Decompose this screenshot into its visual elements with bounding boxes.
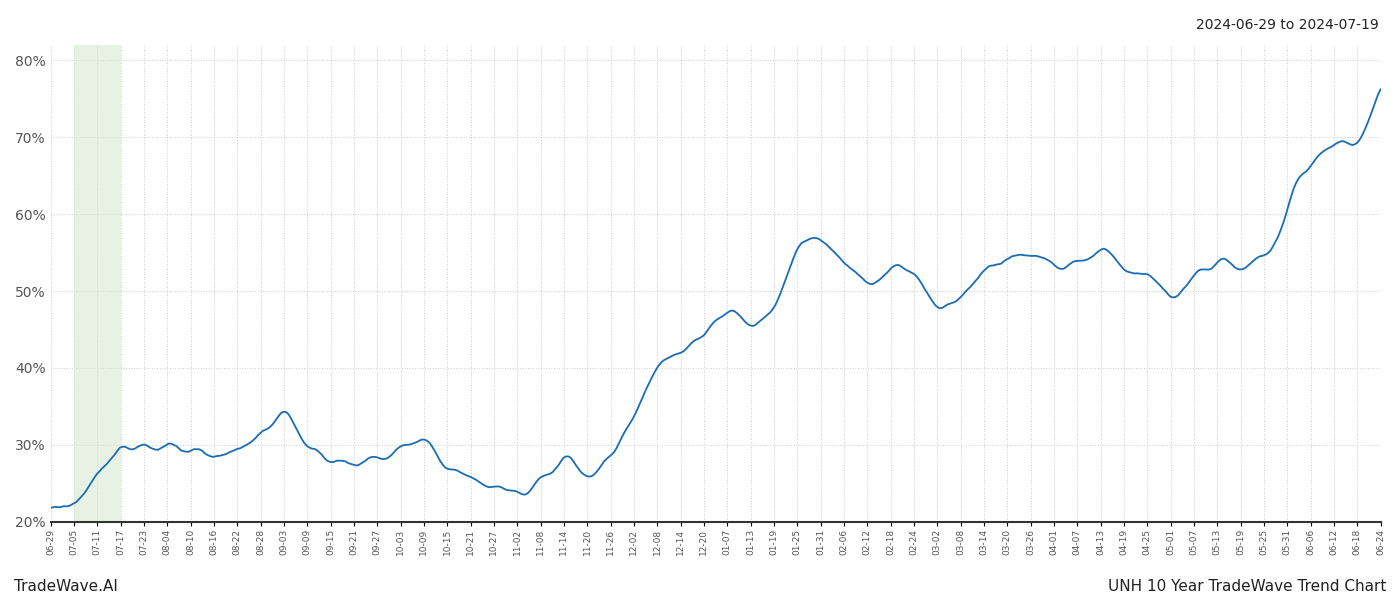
Text: UNH 10 Year TradeWave Trend Chart: UNH 10 Year TradeWave Trend Chart (1107, 579, 1386, 594)
Bar (74, 45, 120, 522)
Text: TradeWave.AI: TradeWave.AI (14, 579, 118, 594)
Text: 2024-06-29 to 2024-07-19: 2024-06-29 to 2024-07-19 (1196, 18, 1379, 32)
